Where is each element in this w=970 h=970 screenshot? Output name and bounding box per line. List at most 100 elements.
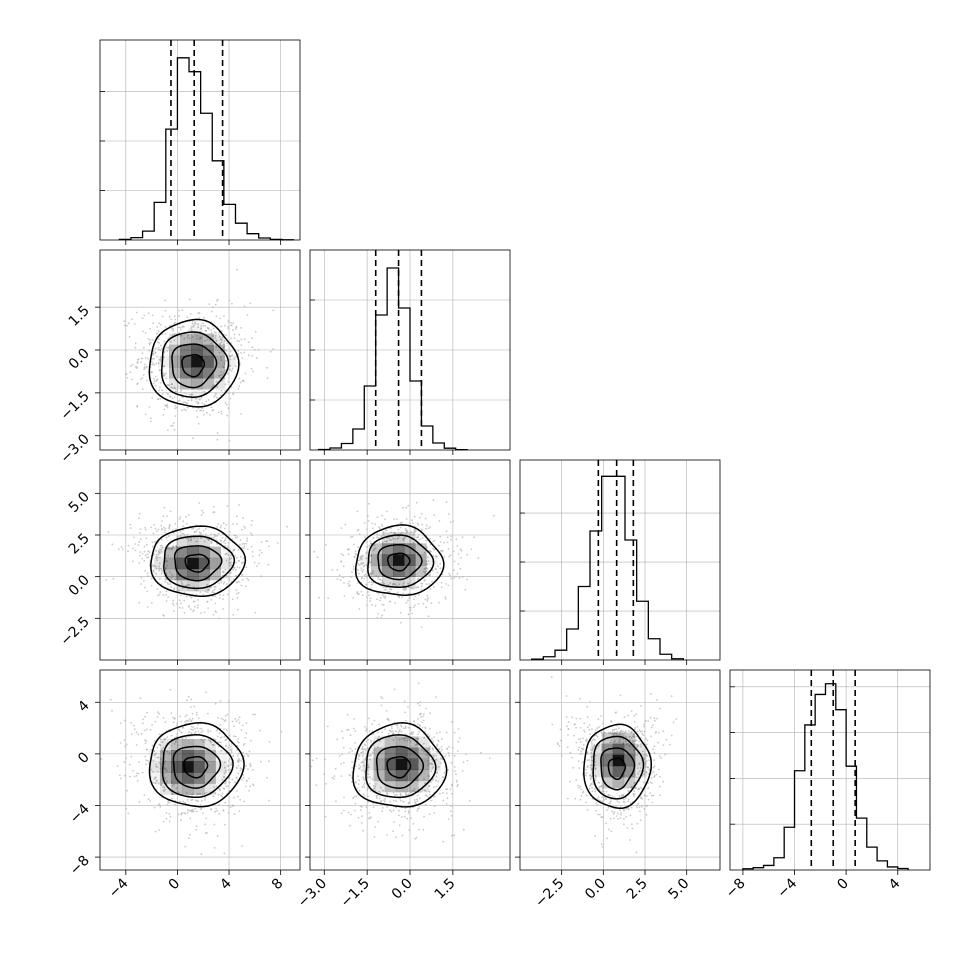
scatter-point	[265, 540, 268, 542]
scatter-point	[407, 599, 409, 602]
scatter-point	[167, 554, 170, 557]
scatter-point	[145, 759, 148, 762]
scatter-point	[416, 737, 418, 740]
scatter-point	[455, 773, 457, 776]
scatter-point	[409, 741, 412, 743]
scatter-point	[152, 353, 155, 356]
scatter-point	[207, 739, 210, 741]
scatter-point	[412, 606, 415, 608]
scatter-point	[202, 324, 205, 327]
density-cell	[193, 750, 205, 762]
scatter-point	[360, 752, 362, 754]
scatter-point	[413, 598, 415, 601]
scatter-point	[427, 597, 429, 599]
scatter-point	[331, 569, 334, 571]
scatter-point	[639, 819, 642, 822]
scatter-point	[132, 724, 135, 727]
scatter-point	[586, 705, 588, 708]
scatter-point	[638, 729, 641, 732]
scatter-point	[209, 730, 212, 733]
scatter-point	[231, 804, 234, 807]
scatter-point	[450, 761, 453, 764]
scatter-point	[143, 559, 146, 562]
scatter-point	[224, 782, 227, 785]
scatter-point	[222, 594, 225, 596]
scatter-point	[145, 740, 148, 742]
scatter-point	[342, 565, 345, 568]
scatter-point	[557, 743, 559, 746]
scatter-point	[138, 541, 141, 543]
scatter-point	[348, 751, 351, 753]
scatter-point	[223, 372, 225, 374]
scatter-point	[428, 785, 431, 787]
scatter-point	[212, 795, 215, 798]
scatter-point	[187, 399, 190, 402]
scatter-point	[203, 611, 206, 614]
scatter-point	[148, 342, 151, 345]
scatter-point	[150, 361, 153, 363]
scatter-point	[456, 545, 459, 547]
scatter-point	[203, 403, 206, 406]
scatter-point	[229, 368, 232, 371]
scatter-point	[214, 792, 217, 794]
scatter-point	[162, 614, 165, 616]
density-cell	[406, 758, 419, 771]
scatter-point	[335, 800, 337, 803]
scatter-point	[603, 735, 605, 738]
scatter-point	[398, 535, 401, 538]
scatter-point	[399, 728, 401, 731]
scatter-point	[111, 543, 114, 546]
scatter-point	[219, 700, 222, 702]
scatter-point	[210, 598, 213, 601]
scatter-point	[643, 753, 646, 756]
scatter-point	[196, 334, 199, 337]
scatter-point	[236, 566, 239, 568]
density-cell	[198, 580, 210, 592]
scatter-point	[589, 733, 591, 736]
scatter-point	[216, 432, 219, 434]
pair-data-group	[105, 502, 288, 620]
scatter-point	[252, 555, 254, 558]
scatter-point	[416, 810, 419, 812]
scatter-point	[151, 396, 154, 399]
scatter-point	[164, 404, 167, 407]
scatter-point	[203, 413, 205, 416]
scatter-point	[380, 616, 383, 619]
scatter-point	[609, 817, 612, 820]
scatter-point	[224, 527, 226, 530]
scatter-point	[140, 732, 143, 735]
scatter-point	[635, 787, 638, 789]
scatter-point	[393, 688, 396, 691]
scatter-point	[145, 365, 148, 368]
density-cell	[159, 738, 172, 751]
scatter-point	[361, 815, 363, 818]
scatter-point	[636, 743, 638, 746]
scatter-point	[445, 731, 448, 734]
scatter-point	[426, 754, 429, 757]
scatter-point	[349, 824, 351, 827]
scatter-point	[359, 557, 362, 560]
scatter-point	[217, 523, 220, 525]
scatter-point	[251, 346, 254, 349]
scatter-point	[395, 800, 397, 803]
scatter-point	[619, 733, 621, 736]
scatter-point	[630, 786, 632, 789]
scatter-point	[612, 728, 614, 731]
scatter-point	[161, 389, 164, 391]
scatter-point	[376, 536, 378, 539]
density-cell	[154, 557, 166, 570]
scatter-point	[163, 373, 166, 376]
scatter-point	[438, 748, 440, 751]
scatter-point	[211, 306, 214, 309]
scatter-point	[391, 538, 394, 540]
scatter-point	[159, 758, 162, 761]
scatter-point	[595, 734, 598, 737]
scatter-point	[379, 596, 382, 599]
scatter-point	[159, 552, 162, 554]
y-tick-label: 0.0	[66, 346, 93, 373]
scatter-point	[229, 571, 232, 574]
scatter-point	[245, 780, 248, 783]
scatter-point	[193, 586, 196, 588]
density-cell	[191, 344, 203, 357]
scatter-point	[362, 764, 365, 767]
